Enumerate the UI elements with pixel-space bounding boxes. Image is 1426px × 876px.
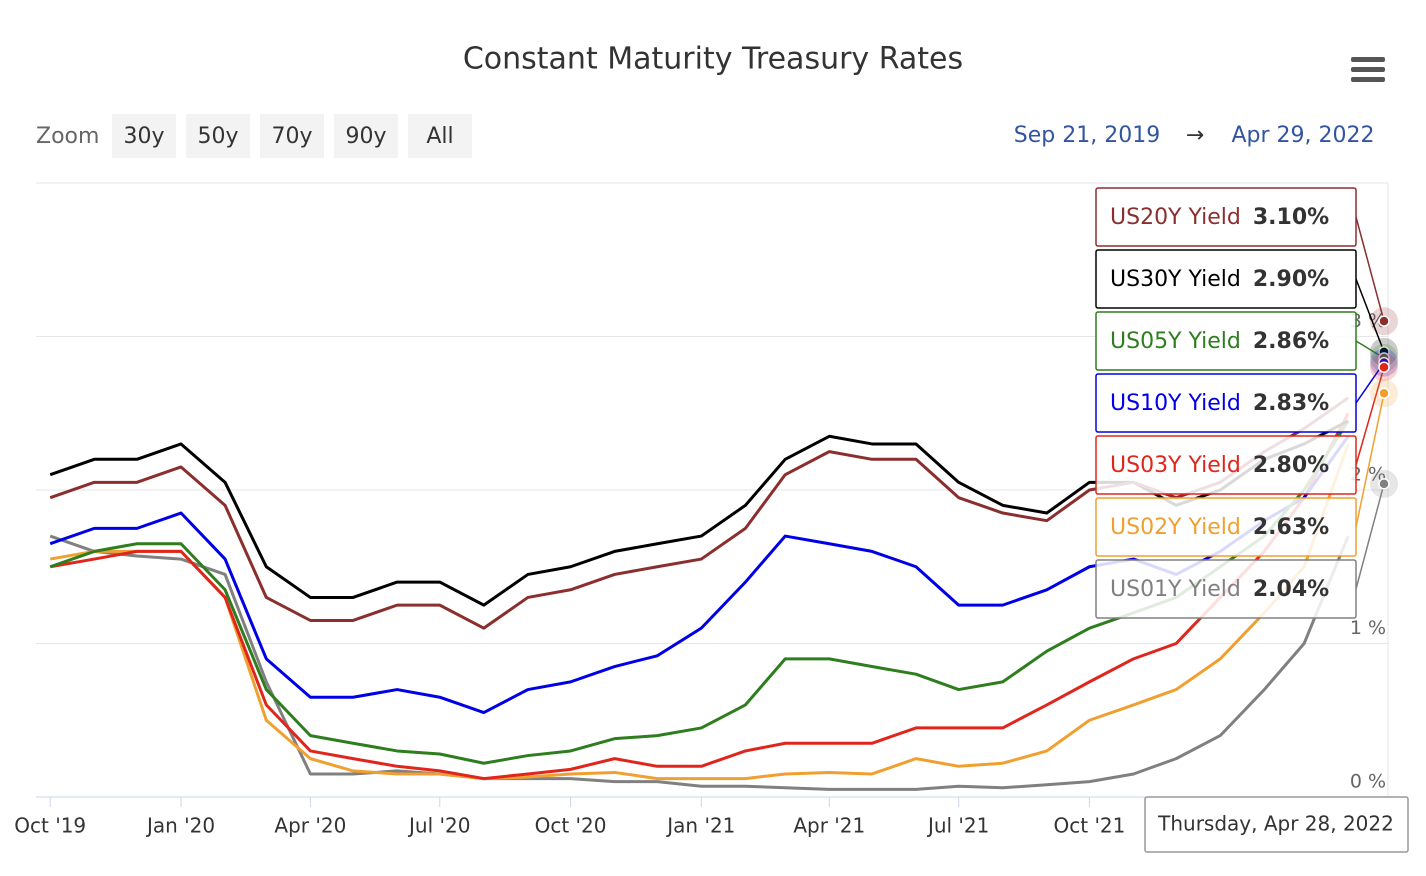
tooltip-item: US03Y Yield 2.80% <box>1110 453 1329 478</box>
tooltip-item: US05Y Yield 2.86% <box>1110 329 1329 354</box>
zoom-button-bg <box>334 114 398 158</box>
tooltip-value: 2.86% <box>1253 329 1329 354</box>
menu-bar <box>1351 77 1385 82</box>
zoom-button-bg <box>260 114 324 158</box>
x-tick-label: Jul '20 <box>407 814 470 838</box>
zoom-button[interactable]: 90y <box>334 114 398 158</box>
x-tick-label: Apr '20 <box>274 814 346 838</box>
tooltip-box <box>1095 187 1357 247</box>
tooltip-connector <box>1355 216 1385 322</box>
hover-marker <box>1378 387 1390 400</box>
tooltip-item: US20Y Yield 3.10% <box>1110 205 1329 230</box>
zoom-button-label: 50y <box>197 124 238 149</box>
tooltip-series-name: US01Y Yield <box>1110 577 1241 602</box>
zoom-button[interactable]: 50y <box>186 114 250 158</box>
series-line <box>49 534 1350 791</box>
hover-marker <box>1378 478 1390 490</box>
menu-bar <box>1351 57 1385 62</box>
tooltip-item: US02Y Yield 2.63% <box>1110 515 1329 540</box>
y-tick-label: 2 % <box>1350 464 1386 486</box>
zoom-button-label: 30y <box>123 124 164 149</box>
hover-marker <box>1378 315 1390 327</box>
tooltip-value: 2.83% <box>1253 391 1329 416</box>
date-tooltip: Thursday, Apr 28, 2022 <box>1157 812 1394 836</box>
tooltip-box <box>1095 559 1357 619</box>
tooltip-connector <box>1355 366 1385 466</box>
tooltip-box <box>1095 497 1357 557</box>
menu-icon[interactable] <box>1351 57 1385 82</box>
range-arrow: → <box>1186 123 1204 148</box>
zoom-button-label: All <box>426 124 453 149</box>
series-line <box>49 443 1350 781</box>
zoom-button-label: 70y <box>271 124 312 149</box>
tooltip-item: US10Y Yield 2.83% <box>1110 391 1329 416</box>
series-line <box>49 412 1350 781</box>
range-from[interactable]: Sep 21, 2019 <box>1014 123 1160 148</box>
x-tick-label: Oct '20 <box>535 814 607 838</box>
zoom-button-bg <box>112 114 176 158</box>
zoom-button[interactable]: 30y <box>112 114 176 158</box>
x-tick-label: Jan '21 <box>665 814 735 838</box>
tooltip-connector <box>1355 393 1385 528</box>
tooltip-value: 3.10% <box>1253 205 1329 230</box>
tooltip-series-name: US10Y Yield <box>1110 391 1241 416</box>
tooltip-box <box>1095 249 1357 309</box>
zoom-label: Zoom <box>36 124 99 149</box>
tooltip-connector <box>1355 278 1385 353</box>
tooltip-value: 2.80% <box>1253 453 1329 478</box>
zoom-button-label: 90y <box>345 124 386 149</box>
zoom-button[interactable]: All <box>408 114 472 158</box>
zoom-button-bg <box>408 114 472 158</box>
tooltip-box <box>1095 435 1357 495</box>
tooltip-item: US01Y Yield 2.04% <box>1110 577 1329 602</box>
tooltip-box <box>1095 311 1357 371</box>
y-tick-label: 1 % <box>1350 617 1386 639</box>
tooltip-series-name: US20Y Yield <box>1110 205 1241 230</box>
series-line <box>49 435 1350 715</box>
tooltip-connector <box>1355 483 1385 590</box>
tooltip-series-name: US30Y Yield <box>1110 267 1241 292</box>
x-tick-label: Jul '21 <box>926 814 989 838</box>
hover-marker <box>1378 361 1390 373</box>
tooltip-series-name: US03Y Yield <box>1110 453 1241 478</box>
chart-title: Constant Maturity Treasury Rates <box>463 42 963 77</box>
x-tick-label: Oct '19 <box>14 814 86 838</box>
date-tooltip-box <box>1144 796 1409 853</box>
x-tick-label: Jan '20 <box>145 814 215 838</box>
tooltip-series-name: US02Y Yield <box>1110 515 1241 540</box>
x-tick-label: Oct '21 <box>1054 814 1126 838</box>
y-tick-label: 3 % <box>1350 310 1386 332</box>
zoom-button-bg <box>186 114 250 158</box>
zoom-button[interactable]: 70y <box>260 114 324 158</box>
tooltip-value: 2.04% <box>1253 577 1329 602</box>
tooltip-value: 2.90% <box>1253 267 1329 292</box>
x-tick-label: Apr '21 <box>793 814 865 838</box>
tooltip-box <box>1095 373 1357 433</box>
range-to[interactable]: Apr 29, 2022 <box>1231 123 1374 148</box>
tooltip-item: US30Y Yield 2.90% <box>1110 267 1329 292</box>
menu-bar <box>1351 67 1385 72</box>
tooltip-series-name: US05Y Yield <box>1110 329 1241 354</box>
y-tick-label: 0 % <box>1350 771 1386 793</box>
tooltip-value: 2.63% <box>1253 515 1329 540</box>
